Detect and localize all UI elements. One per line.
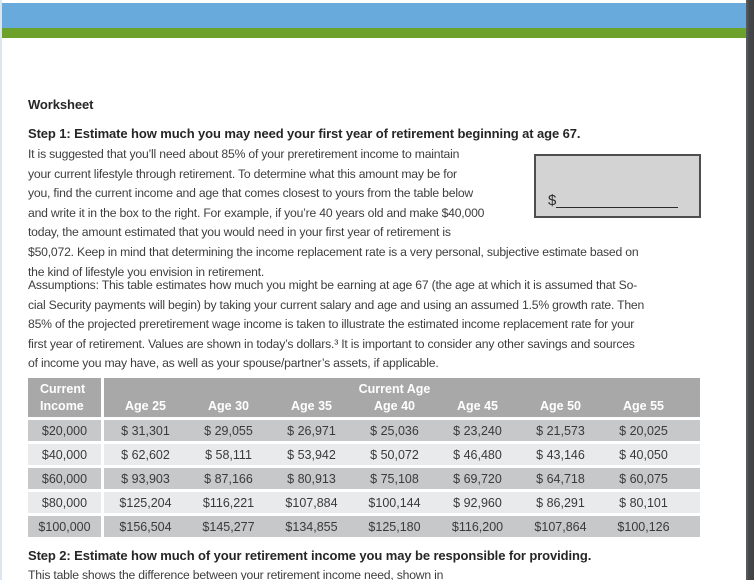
table-row: $20,000 $ 31,301 $ 29,055 $ 26,971 $ 25,… xyxy=(28,420,700,441)
step1-paragraph: It is suggested that you’ll need about 8… xyxy=(28,147,639,279)
value-cell: $ 86,291 xyxy=(536,495,585,510)
table-row: $60,000 $ 93,903 $ 87,166 $ 80,913 $ 75,… xyxy=(28,468,700,489)
value-cell: $ 62,602 xyxy=(121,447,170,462)
value-cell: $ 43,146 xyxy=(536,447,585,462)
value-cell: $ 20,025 xyxy=(619,423,668,438)
income-cell: $80,000 xyxy=(28,492,101,513)
age-column-header: Age 45 xyxy=(457,398,498,413)
value-cell: $ 40,050 xyxy=(619,447,668,462)
value-cell: $ 58,111 xyxy=(205,447,252,462)
value-cells: $ 31,301 $ 29,055 $ 26,971 $ 25,036 $ 23… xyxy=(104,420,700,441)
table-row: $40,000 $ 62,602 $ 58,111 $ 53,942 $ 50,… xyxy=(28,444,700,465)
table-header-row: Current Income Current Age Age 25 Age 30… xyxy=(28,378,700,417)
dollar-entry-line[interactable] xyxy=(556,194,679,208)
header-blue-bar xyxy=(2,3,746,28)
value-cell: $ 64,718 xyxy=(536,471,585,486)
age-column-headers: Age 25 Age 30 Age 35 Age 40 Age 45 Age 5… xyxy=(104,398,685,415)
step2-heading: Step 2: Estimate how much of your retire… xyxy=(28,548,592,563)
page-right-edge xyxy=(746,0,754,580)
assumptions-paragraph: Assumptions: This table estimates how mu… xyxy=(28,278,645,371)
value-cell: $125,204 xyxy=(119,495,172,510)
value-cells: $ 62,602 $ 58,111 $ 53,942 $ 50,072 $ 46… xyxy=(104,444,700,465)
current-income-header-line1: Current xyxy=(40,381,86,396)
value-cell: $107,884 xyxy=(285,495,338,510)
value-cell: $145,277 xyxy=(202,519,255,534)
value-cell: $ 21,573 xyxy=(536,423,585,438)
page-left-edge xyxy=(0,0,2,580)
value-cell: $107,864 xyxy=(534,519,587,534)
value-cell: $156,504 xyxy=(119,519,172,534)
worksheet-heading: Worksheet xyxy=(28,97,94,112)
value-cell: $ 80,913 xyxy=(287,471,336,486)
value-cells: $156,504 $145,277 $134,855 $125,180 $116… xyxy=(104,516,700,537)
value-cell: $ 60,075 xyxy=(619,471,668,486)
value-cell: $ 53,942 xyxy=(287,447,336,462)
value-cells: $125,204 $116,221 $107,884 $100,144 $ 92… xyxy=(104,492,700,513)
income-table: Current Income Current Age Age 25 Age 30… xyxy=(28,378,700,537)
value-cell: $ 69,720 xyxy=(453,471,502,486)
value-cell: $ 29,055 xyxy=(204,423,253,438)
step1-heading: Step 1: Estimate how much you may need y… xyxy=(28,126,581,141)
age-column-header: Age 40 xyxy=(374,398,415,413)
age-column-header: Age 35 xyxy=(291,398,332,413)
value-cell: $125,180 xyxy=(368,519,421,534)
current-income-header: Current Income xyxy=(28,378,101,417)
income-cell: $60,000 xyxy=(28,468,101,489)
value-cell: $ 50,072 xyxy=(370,447,419,462)
value-cell: $116,221 xyxy=(202,495,255,510)
value-cell: $ 87,166 xyxy=(204,471,253,486)
value-cell: $ 93,903 xyxy=(121,471,170,486)
value-cell: $ 25,036 xyxy=(370,423,419,438)
income-cell: $40,000 xyxy=(28,444,101,465)
value-cells: $ 93,903 $ 87,166 $ 80,913 $ 75,108 $ 69… xyxy=(104,468,700,489)
value-cell: $ 92,960 xyxy=(453,495,502,510)
value-cell: $ 31,301 xyxy=(121,423,170,438)
income-cell: $100,000 xyxy=(28,516,101,537)
age-column-header: Age 30 xyxy=(208,398,249,413)
dollar-sign-label: $ xyxy=(548,192,557,209)
value-cell: $ 75,108 xyxy=(370,471,419,486)
current-income-header-line2: Income xyxy=(40,398,84,413)
value-cell: $116,200 xyxy=(451,519,504,534)
value-cell: $134,855 xyxy=(285,519,338,534)
income-cell: $20,000 xyxy=(28,420,101,441)
value-cell: $ 26,971 xyxy=(287,423,336,438)
current-age-group-header: Current Age xyxy=(358,381,431,396)
value-cell: $100,126 xyxy=(617,519,670,534)
age-column-header: Age 55 xyxy=(623,398,664,413)
age-column-header: Age 50 xyxy=(540,398,581,413)
table-row: $100,000 $156,504 $145,277 $134,855 $125… xyxy=(28,516,700,537)
table-row: $80,000 $125,204 $116,221 $107,884 $100,… xyxy=(28,492,700,513)
value-cell: $100,144 xyxy=(368,495,421,510)
dollar-entry-box[interactable]: $ xyxy=(534,154,701,218)
header-green-bar xyxy=(2,28,746,38)
age-column-header: Age 25 xyxy=(125,398,166,413)
value-cell: $ 80,101 xyxy=(619,495,668,510)
value-cell: $ 23,240 xyxy=(453,423,502,438)
age-header-group: Current Age Age 25 Age 30 Age 35 Age 40 … xyxy=(104,378,700,417)
value-cell: $ 46,480 xyxy=(453,447,502,462)
step2-paragraph: This table shows the difference between … xyxy=(28,568,444,580)
